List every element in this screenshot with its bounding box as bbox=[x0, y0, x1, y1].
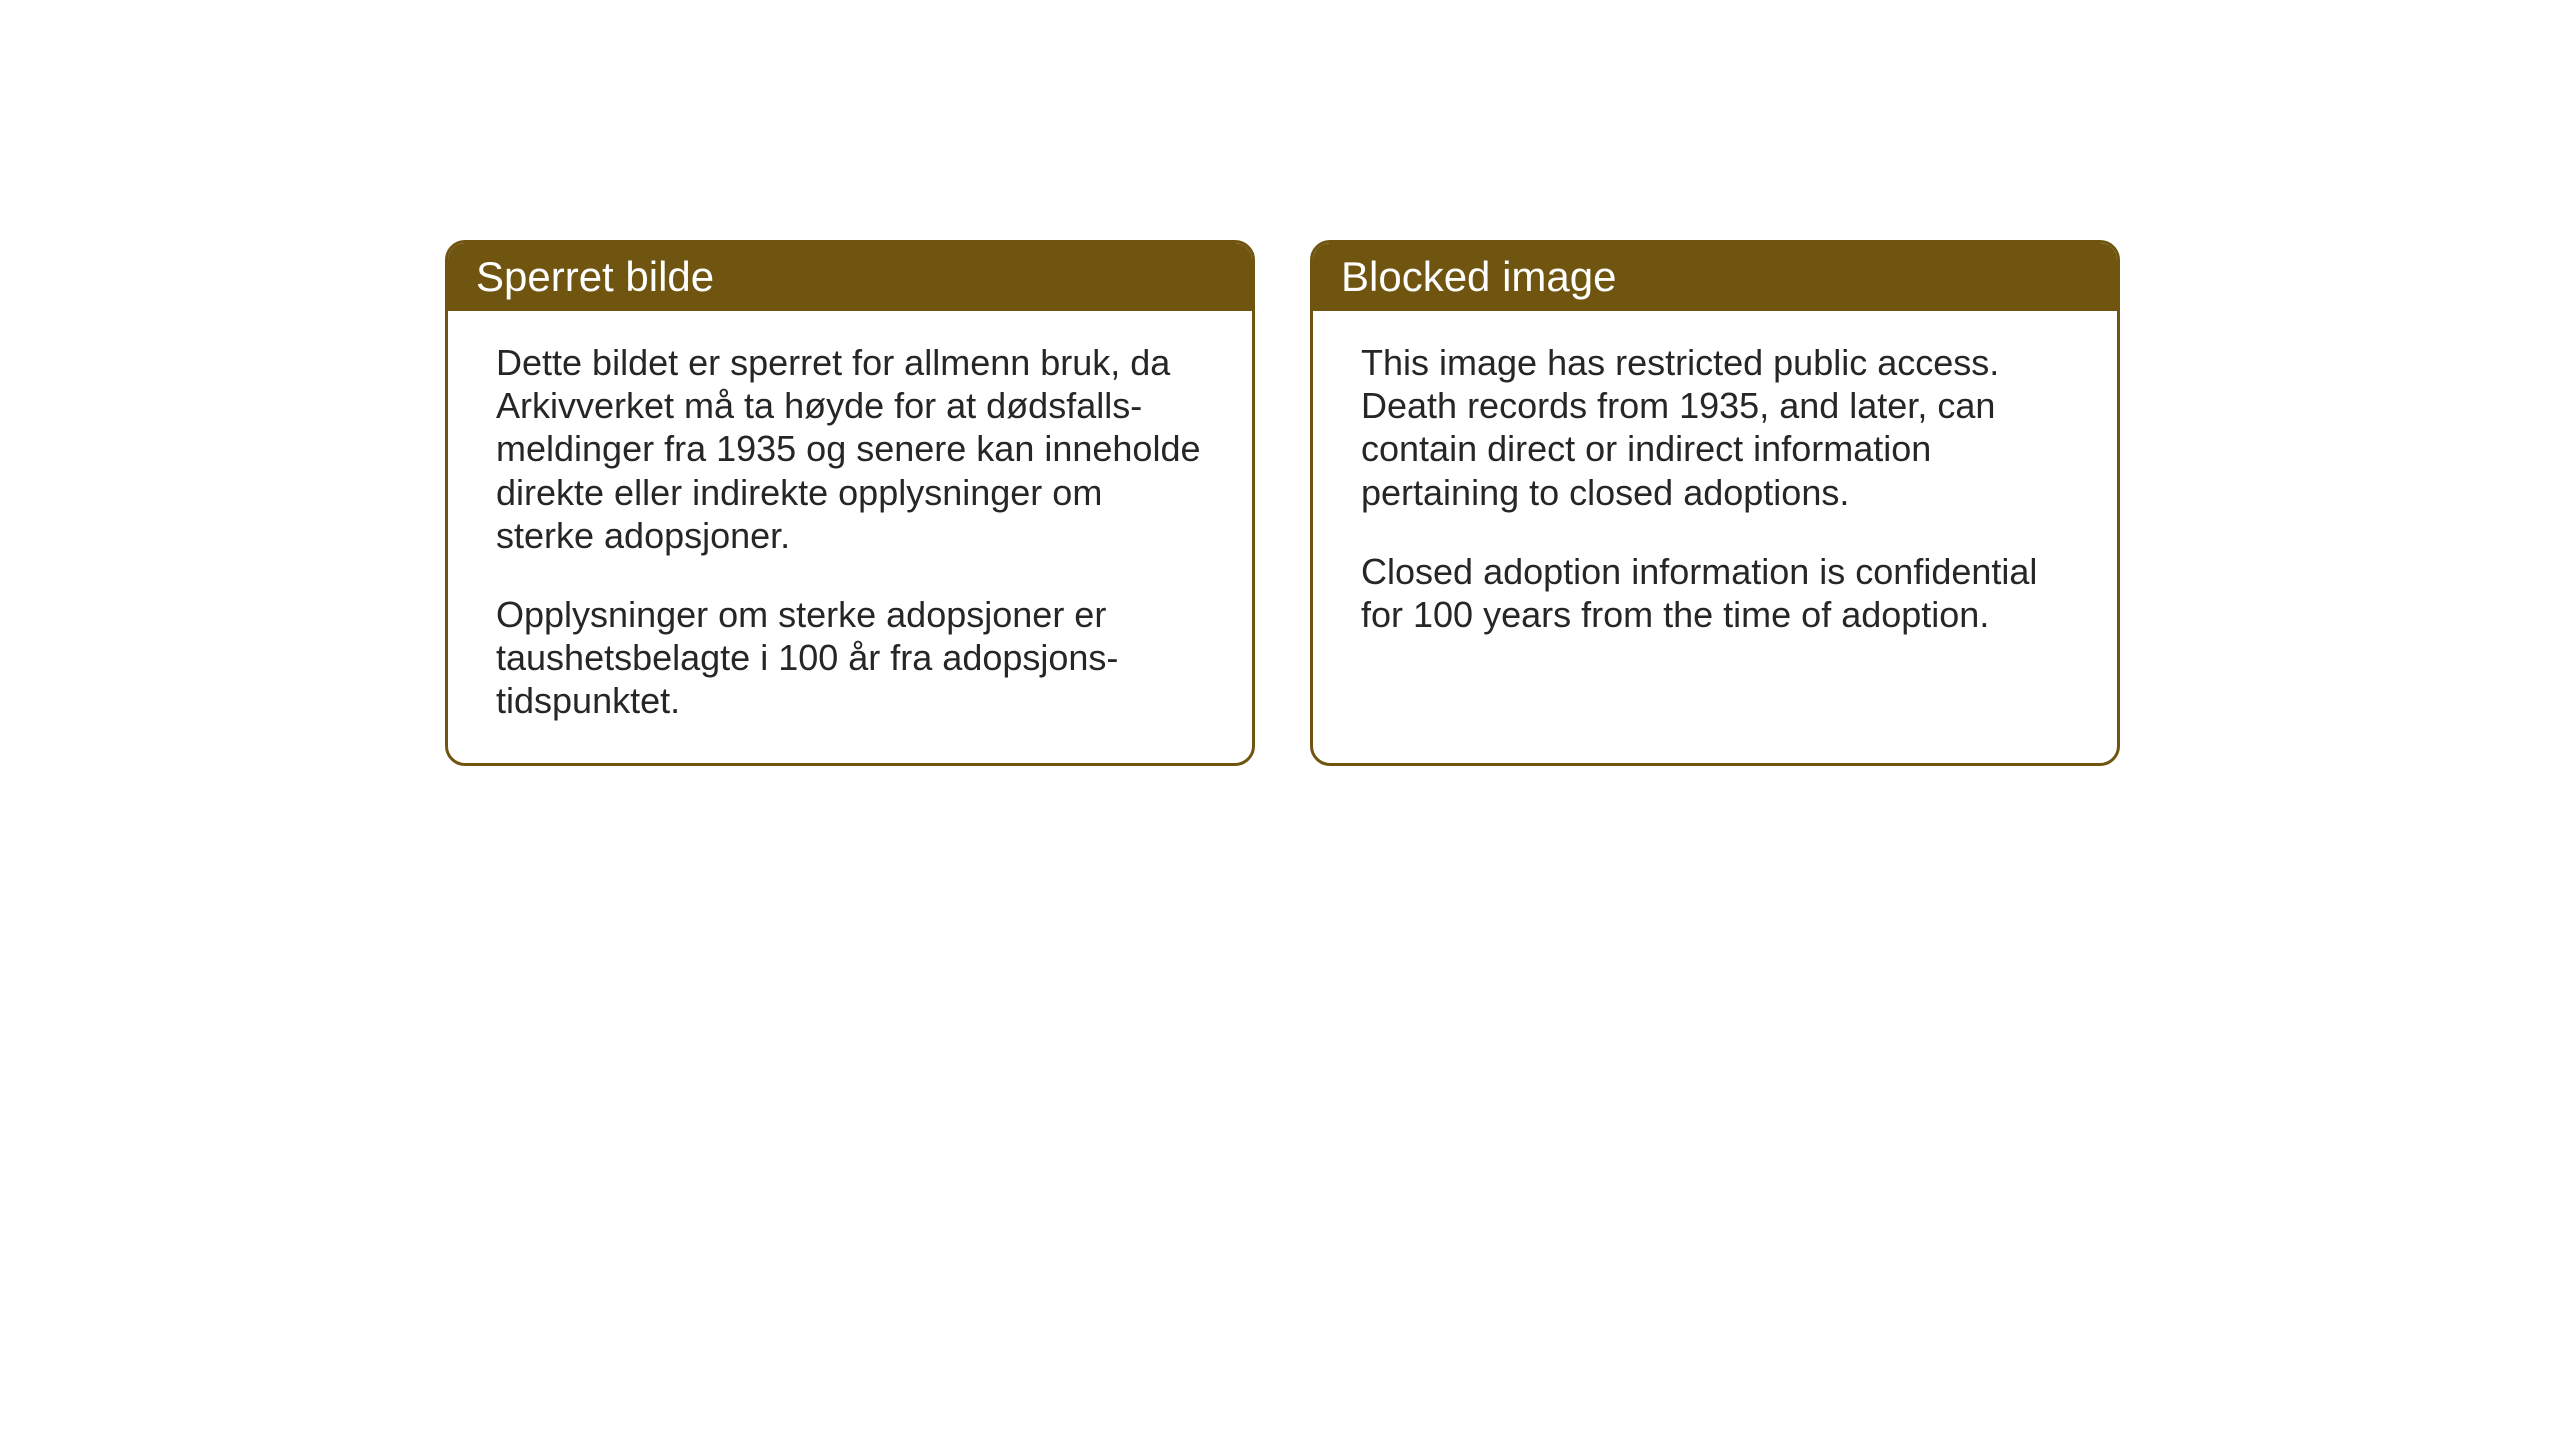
notice-container: Sperret bilde Dette bildet er sperret fo… bbox=[445, 240, 2120, 766]
notice-header-english: Blocked image bbox=[1313, 243, 2117, 311]
notice-paragraph-2-norwegian: Opplysninger om sterke adopsjoner er tau… bbox=[496, 593, 1204, 723]
notice-paragraph-1-norwegian: Dette bildet er sperret for allmenn bruk… bbox=[496, 341, 1204, 557]
notice-paragraph-1-english: This image has restricted public access.… bbox=[1361, 341, 2069, 514]
notice-title-english: Blocked image bbox=[1341, 253, 1616, 300]
notice-header-norwegian: Sperret bilde bbox=[448, 243, 1252, 311]
notice-body-norwegian: Dette bildet er sperret for allmenn bruk… bbox=[448, 311, 1252, 763]
notice-paragraph-2-english: Closed adoption information is confident… bbox=[1361, 550, 2069, 636]
notice-card-norwegian: Sperret bilde Dette bildet er sperret fo… bbox=[445, 240, 1255, 766]
notice-title-norwegian: Sperret bilde bbox=[476, 253, 714, 300]
notice-body-english: This image has restricted public access.… bbox=[1313, 311, 2117, 676]
notice-card-english: Blocked image This image has restricted … bbox=[1310, 240, 2120, 766]
